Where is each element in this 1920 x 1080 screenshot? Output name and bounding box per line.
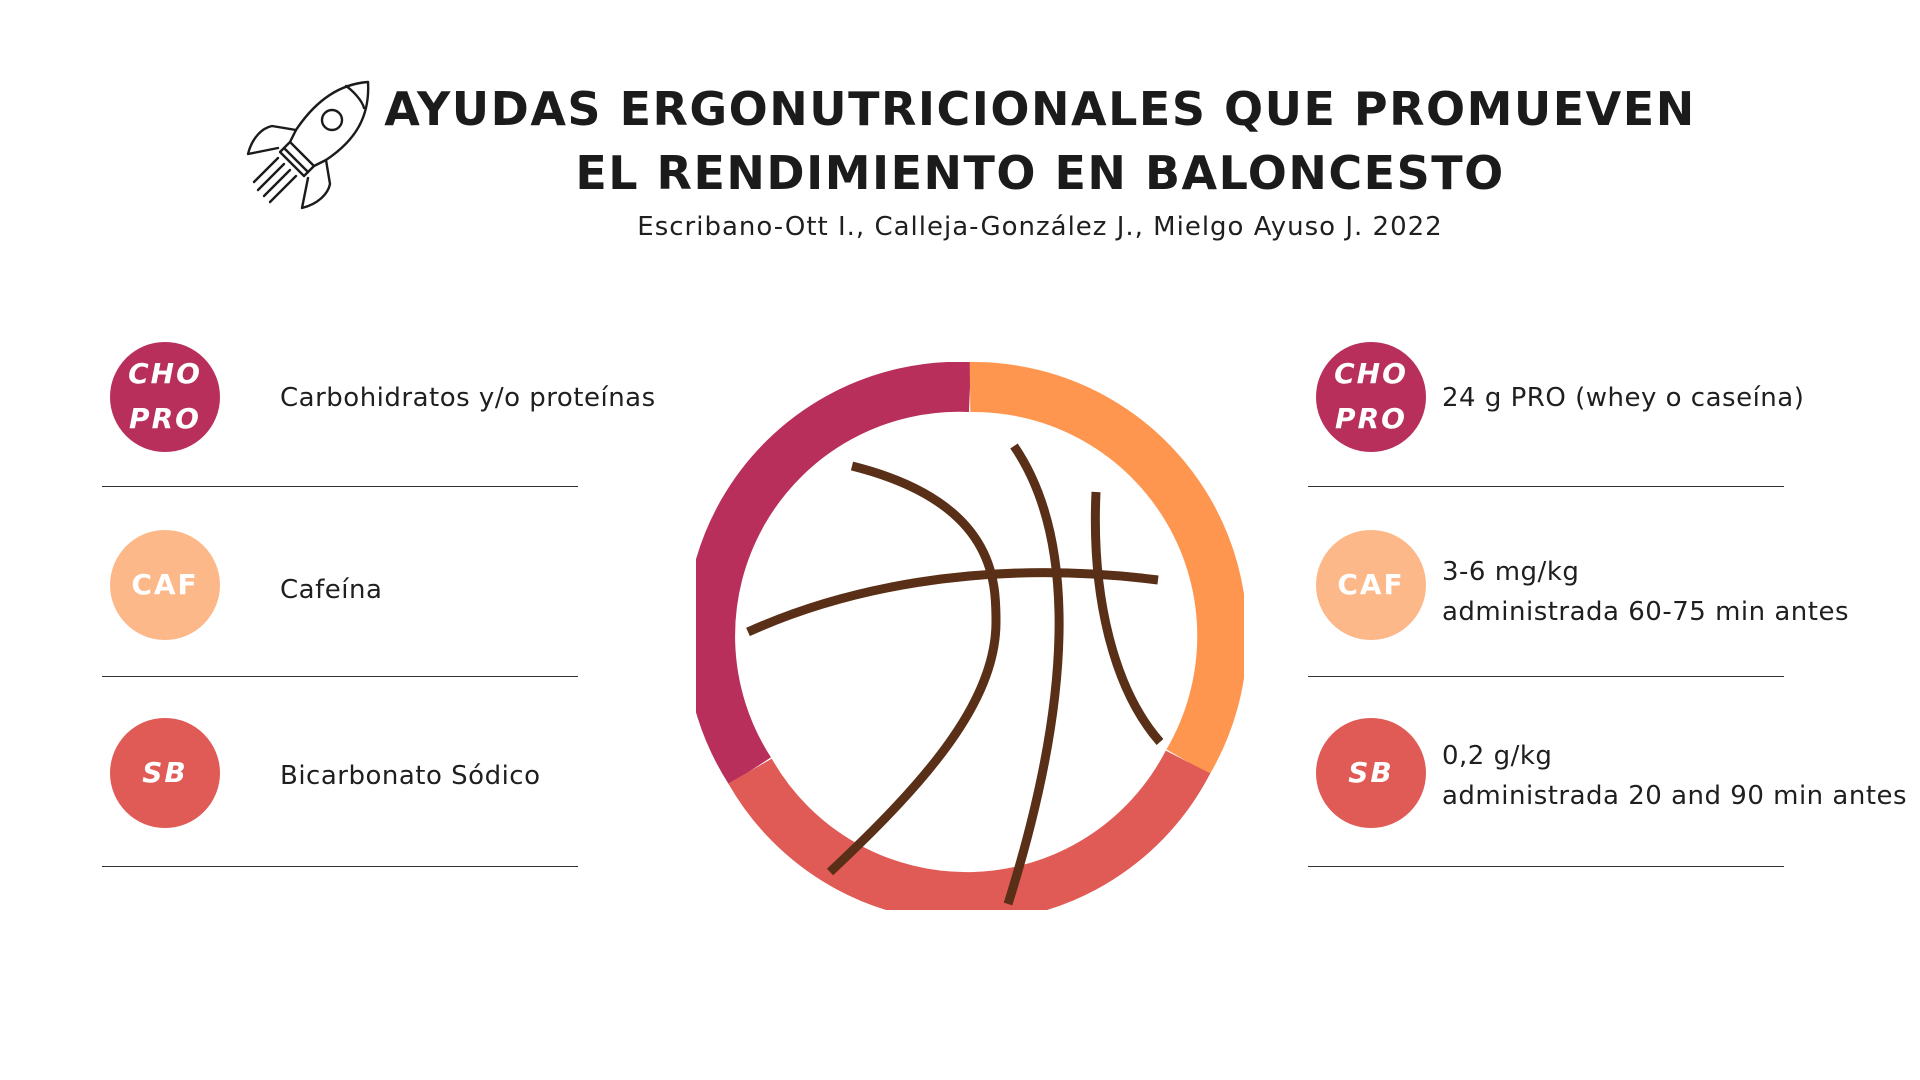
badge-sb-right: SB bbox=[1316, 718, 1426, 828]
badge-text-line-1: CHO bbox=[128, 357, 202, 391]
badge-text-line-1: SB bbox=[1348, 755, 1394, 789]
badge-text-line-2: PRO bbox=[1335, 402, 1407, 435]
value-caf-dose: 3-6 mg/kg bbox=[1442, 557, 1580, 587]
page-title-line-2: EL RENDIMIENTO EN BALONCESTO bbox=[575, 146, 1505, 200]
badge-sb-left: SB bbox=[110, 718, 220, 828]
divider bbox=[102, 676, 578, 677]
value-sb-timing: administrada 20 and 90 min antes bbox=[1442, 781, 1908, 811]
value-cho-pro: 24 g PRO (whey o caseína) bbox=[1442, 383, 1805, 413]
badge-text-line-1: SB bbox=[142, 755, 188, 789]
badge-cho-pro-left: CHO PRO bbox=[110, 342, 220, 452]
divider bbox=[1308, 676, 1784, 677]
page-title-line-1: AYUDAS ERGONUTRICIONALES QUE PROMUEVEN bbox=[384, 82, 1696, 136]
divider bbox=[102, 486, 578, 487]
label-carbohidratos: Carbohidratos y/o proteínas bbox=[280, 383, 656, 413]
badge-text-line-1: CHO bbox=[1334, 357, 1408, 391]
value-caf-timing: administrada 60-75 min antes bbox=[1442, 597, 1850, 627]
label-bicarbonato: Bicarbonato Sódico bbox=[280, 761, 541, 791]
ring-segment-orange bbox=[969, 361, 1248, 775]
badge-text-line-2: PRO bbox=[129, 402, 201, 435]
ring-segment-coral bbox=[728, 750, 1211, 923]
badge-cho-pro-right: CHO PRO bbox=[1316, 342, 1426, 452]
value-sb-dose: 0,2 g/kg bbox=[1442, 741, 1553, 771]
divider bbox=[102, 866, 578, 867]
rocket-icon bbox=[244, 78, 376, 210]
page-subtitle: Escribano-Ott I., Calleja-González J., M… bbox=[637, 212, 1443, 242]
badge-text-line-1: CAF bbox=[1337, 567, 1405, 601]
ring-segment-crimson bbox=[685, 361, 972, 785]
divider bbox=[1308, 866, 1784, 867]
label-cafeina: Cafeína bbox=[280, 575, 383, 605]
divider bbox=[1308, 486, 1784, 487]
badge-text-line-1: CAF bbox=[131, 567, 199, 601]
badge-caf-left: CAF bbox=[110, 530, 220, 640]
basketball-icon bbox=[685, 361, 1248, 923]
badge-caf-right: CAF bbox=[1316, 530, 1426, 640]
